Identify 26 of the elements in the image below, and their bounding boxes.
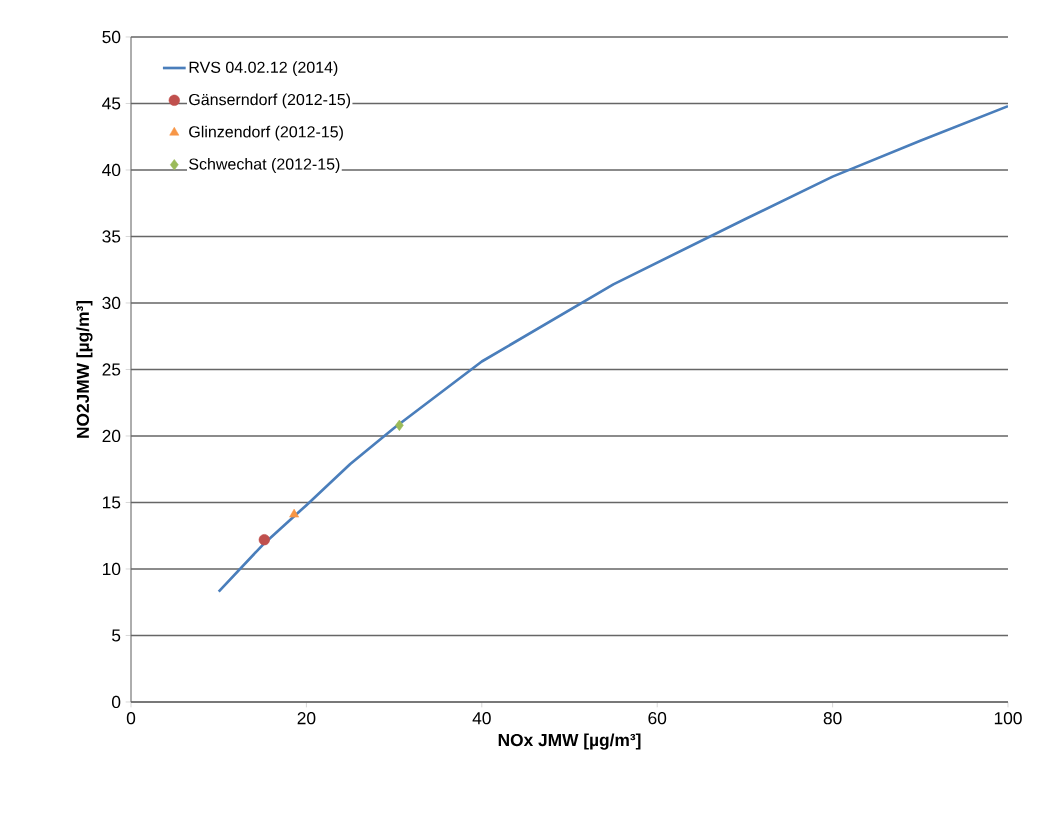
y-tick-label: 0	[111, 695, 121, 709]
y-tick-label: 45	[102, 97, 121, 110]
x-tick-label: 40	[472, 712, 491, 725]
point	[289, 508, 300, 518]
legend-label: Glinzendorf (2012-15)	[189, 125, 343, 141]
y-tick-label: 40	[102, 163, 121, 177]
y-tick-label: 50	[102, 30, 121, 44]
legend-label: Gänserndorf (2012-15)	[189, 93, 351, 109]
y-tick-label: 25	[102, 363, 121, 376]
x-tick-label: 20	[297, 712, 316, 725]
y-tick-label: 5	[112, 629, 121, 642]
y-tick-label: 15	[103, 496, 121, 509]
y-tick-label: 30	[102, 296, 121, 310]
y-axis-title: NO2JMW [µg/m³]	[76, 300, 93, 438]
x-tick-label: 80	[823, 712, 842, 725]
x-tick-label: 60	[648, 712, 667, 725]
x-tick-label: 0	[126, 712, 136, 725]
point	[395, 419, 404, 431]
point	[258, 534, 270, 546]
x-axis-title: NOx JMW [µg/m³]	[498, 733, 641, 750]
x-tick-label: 100	[994, 712, 1022, 725]
legend-label: Schwechat (2012-15)	[189, 158, 340, 173]
y-tick-label: 35	[102, 230, 121, 243]
y-tick-label: 10	[103, 562, 121, 576]
legend-label: RVS 04.02.12 (2014)	[189, 61, 338, 77]
y-tick-label: 20	[102, 429, 121, 443]
